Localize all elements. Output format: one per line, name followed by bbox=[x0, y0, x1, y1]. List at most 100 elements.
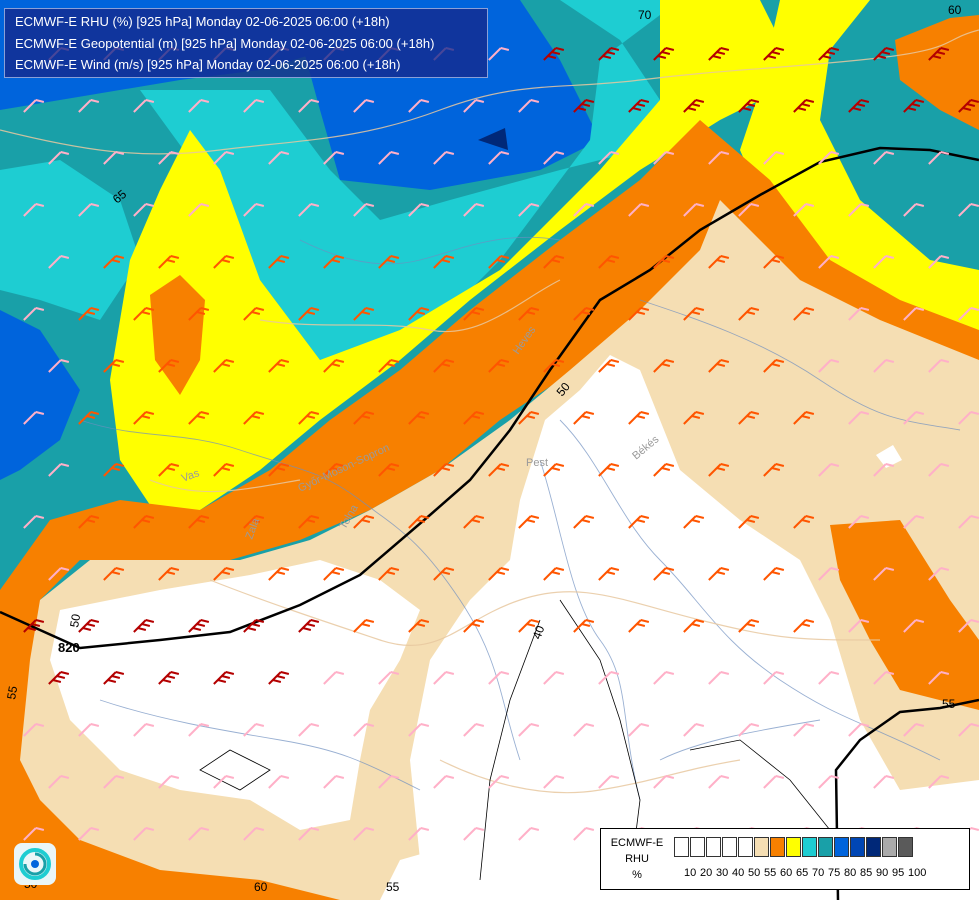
wind-barb bbox=[793, 619, 815, 633]
wind-barb bbox=[928, 671, 950, 685]
wind-barb bbox=[378, 567, 400, 581]
wind-barb bbox=[628, 203, 650, 217]
border-line bbox=[209, 579, 881, 646]
wind-barb bbox=[653, 463, 675, 477]
wind-barb bbox=[433, 359, 455, 373]
rhu-field-60-ne bbox=[895, 15, 979, 130]
wind-barb bbox=[488, 671, 510, 685]
wind-barb bbox=[243, 515, 265, 529]
legend-tick-label: 90 bbox=[876, 867, 889, 879]
wind-barb bbox=[353, 203, 375, 217]
wind-barb bbox=[433, 775, 455, 789]
border-line bbox=[0, 29, 979, 155]
wind-barb bbox=[188, 307, 210, 321]
wind-barb bbox=[48, 567, 70, 581]
river-line bbox=[99, 699, 421, 791]
wind-barb bbox=[323, 255, 345, 269]
wind-barb bbox=[543, 151, 565, 165]
legend-tick-label: 55 bbox=[764, 867, 777, 879]
rhu-contours bbox=[199, 599, 841, 881]
wind-barb bbox=[903, 723, 925, 737]
wind-barb bbox=[158, 151, 180, 165]
wind-barb bbox=[653, 567, 675, 581]
wind-barb bbox=[958, 723, 979, 737]
wind-barb bbox=[323, 671, 345, 685]
wind-barb bbox=[543, 463, 565, 477]
legend-swatch bbox=[786, 837, 801, 857]
legend-tick-label: 100 bbox=[908, 867, 927, 879]
river-line bbox=[659, 719, 821, 761]
wind-barb bbox=[48, 671, 70, 685]
wind-barb bbox=[708, 47, 730, 61]
wind-barb bbox=[848, 99, 870, 113]
rhu-contour-40-c bbox=[199, 749, 271, 791]
wind-barb bbox=[818, 567, 840, 581]
legend-swatch bbox=[690, 837, 705, 857]
rhu-field-50-bottom bbox=[380, 840, 580, 900]
wind-barb bbox=[708, 255, 730, 269]
wind-barb bbox=[738, 515, 760, 529]
river-line bbox=[539, 459, 641, 801]
wind-barb bbox=[353, 723, 375, 737]
contour-label-60: 60 bbox=[948, 3, 962, 17]
wind-barb bbox=[158, 775, 180, 789]
wind-barb bbox=[903, 411, 925, 425]
wind-barb bbox=[353, 307, 375, 321]
wind-barb bbox=[598, 775, 620, 789]
wind-barb bbox=[683, 515, 705, 529]
wind-barb bbox=[903, 307, 925, 321]
wind-barb bbox=[573, 203, 595, 217]
wind-barb bbox=[763, 671, 785, 685]
wind-barb bbox=[598, 359, 620, 373]
wind-barb bbox=[958, 99, 979, 113]
wind-barb bbox=[488, 47, 510, 61]
wind-barb bbox=[763, 775, 785, 789]
wind-barb bbox=[628, 723, 650, 737]
wind-barb bbox=[873, 151, 895, 165]
wind-barb bbox=[433, 255, 455, 269]
rhu-contour-40-b bbox=[479, 619, 541, 881]
legend-swatch bbox=[818, 837, 833, 857]
wind-barb bbox=[683, 307, 705, 321]
wind-barb bbox=[188, 723, 210, 737]
wind-barb bbox=[78, 307, 100, 321]
wind-barb bbox=[103, 671, 125, 685]
wind-barb bbox=[738, 99, 760, 113]
wind-barb bbox=[488, 463, 510, 477]
wind-barb bbox=[763, 255, 785, 269]
wind-barb bbox=[573, 307, 595, 321]
legend-title-var: RHU bbox=[625, 853, 649, 865]
wind-barb bbox=[243, 99, 265, 113]
wind-barb bbox=[188, 99, 210, 113]
wind-barb bbox=[433, 567, 455, 581]
wind-barb bbox=[653, 151, 675, 165]
place-label-pest: Pest bbox=[526, 457, 548, 469]
legend-swatch bbox=[706, 837, 721, 857]
wind-barb bbox=[158, 359, 180, 373]
wind-barb bbox=[873, 47, 895, 61]
wind-barb bbox=[103, 775, 125, 789]
wind-barb bbox=[573, 723, 595, 737]
wind-barb bbox=[518, 619, 540, 633]
wind-barb bbox=[408, 99, 430, 113]
wind-barb bbox=[818, 463, 840, 477]
wind-barb bbox=[48, 255, 70, 269]
rhu-field-85 bbox=[478, 128, 508, 150]
wind-barb bbox=[708, 463, 730, 477]
legend-swatch bbox=[722, 837, 737, 857]
wind-barb bbox=[158, 567, 180, 581]
wind-barb bbox=[818, 255, 840, 269]
wind-barb bbox=[793, 411, 815, 425]
legend-swatch bbox=[770, 837, 785, 857]
wind-barb bbox=[298, 203, 320, 217]
wind-barb bbox=[243, 723, 265, 737]
wind-barb bbox=[708, 567, 730, 581]
wind-barb bbox=[683, 99, 705, 113]
border-line bbox=[259, 279, 561, 333]
wind-barb bbox=[23, 203, 45, 217]
wind-barb bbox=[488, 775, 510, 789]
wind-barb bbox=[23, 515, 45, 529]
contour-label-70: 70 bbox=[638, 8, 652, 22]
wind-barb bbox=[848, 619, 870, 633]
legend-tick-label: 50 bbox=[748, 867, 761, 879]
